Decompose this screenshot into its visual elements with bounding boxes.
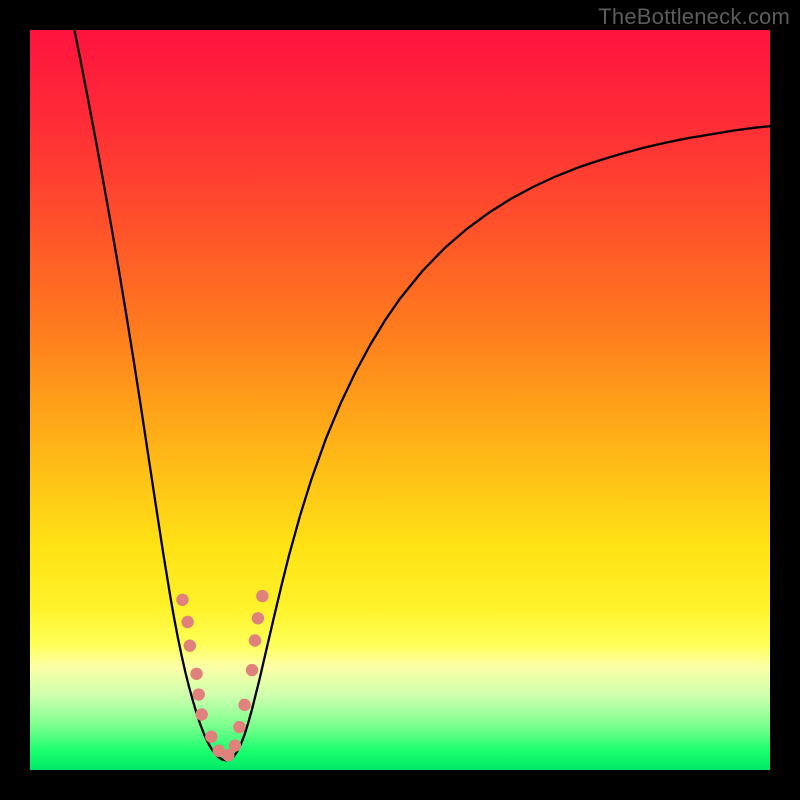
scatter-marker: [205, 731, 217, 743]
scatter-marker: [252, 612, 264, 624]
scatter-marker: [176, 594, 188, 606]
scatter-marker: [246, 664, 258, 676]
scatter-marker: [184, 639, 196, 651]
watermark-text: TheBottleneck.com: [598, 4, 790, 30]
chart-root: TheBottleneck.com: [0, 0, 800, 800]
scatter-marker: [190, 668, 202, 680]
chart-plot-area: [30, 30, 770, 770]
scatter-marker: [195, 708, 207, 720]
scatter-marker: [229, 739, 241, 751]
scatter-marker: [249, 634, 261, 646]
scatter-marker: [238, 699, 250, 711]
scatter-marker: [233, 721, 245, 733]
bottleneck-chart-svg: [30, 30, 770, 770]
scatter-marker: [193, 688, 205, 700]
scatter-marker: [181, 616, 193, 628]
scatter-marker: [256, 590, 268, 602]
